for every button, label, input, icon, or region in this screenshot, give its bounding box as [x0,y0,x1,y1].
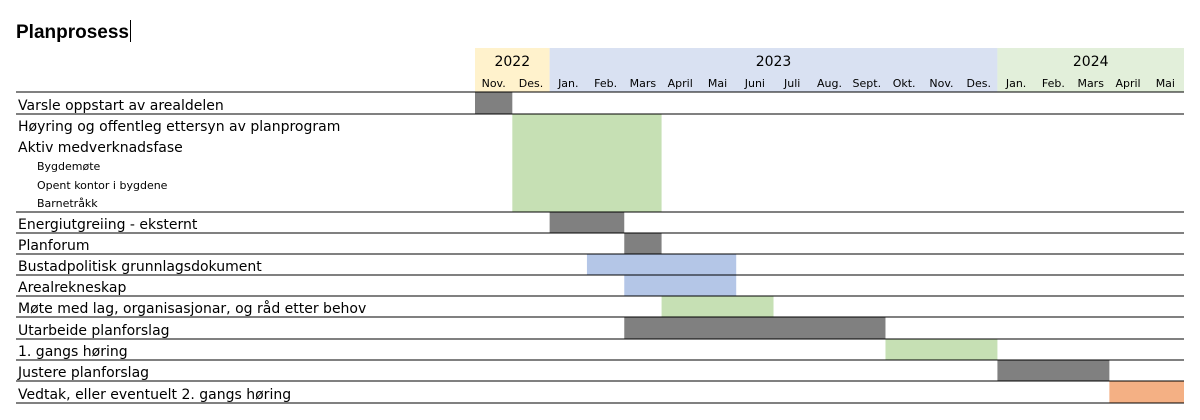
task-label: Aktiv medverknadsfase [18,140,183,156]
month-label: Nov. [929,77,953,90]
task-label: Utarbeide planforslag [18,323,170,339]
gantt-bar [624,233,662,254]
month-label: Mars [1077,77,1104,90]
chart-title: Planprosess [16,20,131,44]
month-label: Nov. [482,77,506,90]
gantt-bar [661,296,774,317]
month-label: Aug. [817,77,842,90]
month-label: Jan. [557,77,578,90]
month-label: April [1115,77,1140,90]
task-label: Møte med lag, organisasjonar, og råd ett… [18,300,366,317]
gantt-bar [586,254,737,275]
month-label: Sept. [853,77,882,90]
month-label: Des. [519,77,543,90]
task-label: Varsle oppstart av arealdelen [18,98,224,114]
chart-title-text: Planprosess [16,22,129,43]
gantt-bar [1109,381,1184,403]
month-label: April [668,77,693,90]
year-band [475,48,550,92]
gantt-bar [549,212,625,233]
task-label: 1. gangs høring [18,344,128,360]
month-label: Feb. [594,77,617,90]
year-label: 2023 [756,54,792,70]
month-label: Juni [744,77,765,90]
task-label: Justere planforslag [17,365,149,381]
month-label: Des. [967,77,991,90]
month-label: Juli [783,77,800,90]
gantt-bar [624,275,737,296]
year-label: 2024 [1073,54,1109,70]
month-label: Mai [708,77,727,90]
task-label: Energiutgreiing - eksternt [18,217,198,233]
task-label: Planforum [18,238,90,254]
task-label: Høyring og offentleg ettersyn av planpro… [18,119,340,135]
month-label: Mai [1156,77,1175,90]
text-cursor [130,20,131,42]
year-label: 2022 [494,54,530,70]
sub-task-label: Barnetråkk [37,197,98,210]
gantt-bar [624,317,886,339]
sub-task-label: Opent kontor i bygdene [37,179,168,192]
gantt-bar [512,114,662,212]
task-label: Arealrekneskap [18,280,126,296]
gantt-bar [885,339,998,360]
task-label: Bustadpolitisk grunnlagsdokument [18,259,262,275]
gantt-bar [997,360,1110,381]
month-label: Mars [630,77,657,90]
year-band [549,48,998,92]
month-label: Jan. [1005,77,1026,90]
task-label: Vedtak, eller eventuelt 2. gangs høring [18,387,291,403]
month-label: Feb. [1042,77,1065,90]
sub-task-label: Bygdemøte [37,160,101,173]
year-band [997,48,1184,92]
month-label: Okt. [893,77,916,90]
gantt-bar [475,92,513,114]
